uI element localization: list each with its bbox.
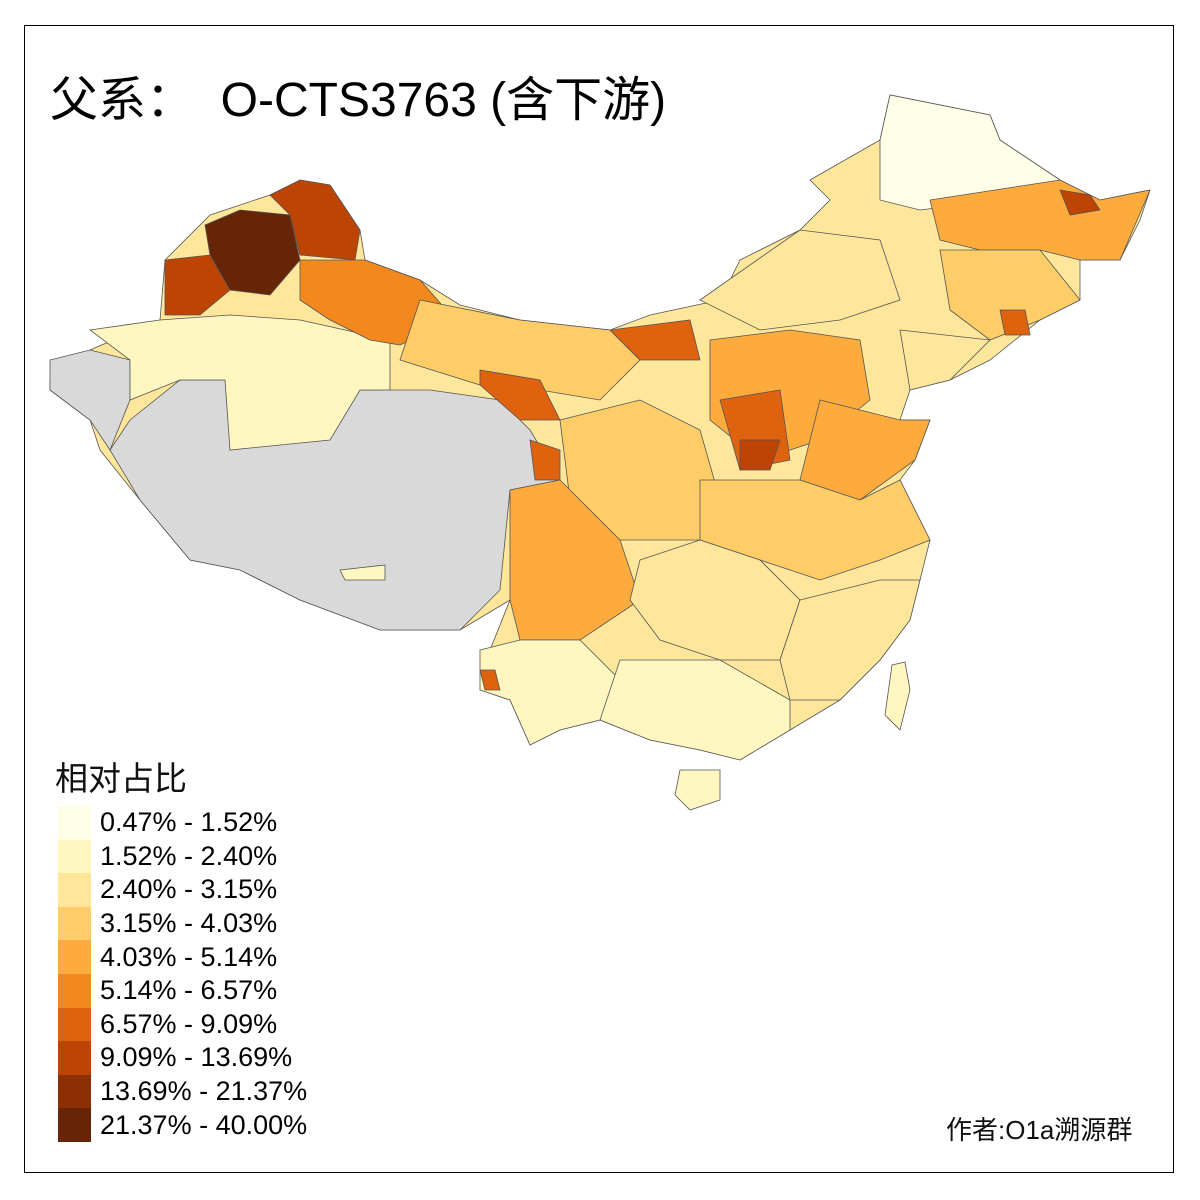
legend-label: 0.47% - 1.52%: [100, 807, 278, 838]
legend-item: 21.37% - 40.00%: [58, 1108, 307, 1142]
region-taiwan: [884, 661, 911, 731]
legend-label: 2.40% - 3.15%: [100, 874, 278, 905]
region-shandong: [799, 399, 931, 501]
region-gansu: [399, 299, 641, 401]
legend-swatch: [58, 873, 91, 907]
region-hegang: [1059, 189, 1101, 216]
legend-item: 0.47% - 1.52%: [58, 806, 307, 840]
region-guangxi-guangdong: [599, 659, 791, 761]
region-xinjiang-north: [204, 209, 301, 296]
author-credit: 作者:O1a溯源群: [946, 1115, 1133, 1145]
legend-label: 1.52% - 2.40%: [100, 840, 278, 871]
region-altay: [269, 179, 361, 261]
region-hexi: [479, 369, 561, 421]
legend-swatch: [58, 1041, 91, 1075]
region-no-data: [49, 349, 131, 451]
legend-swatch: [58, 1074, 91, 1109]
region-sichuan: [509, 479, 641, 641]
region-inner-mongolia: [699, 229, 901, 331]
region-yunnan: [479, 639, 621, 746]
region-southeast: [779, 579, 921, 701]
legend-item: 1.52% - 2.40%: [58, 839, 307, 874]
region-lhasa: [339, 564, 386, 581]
region-hainan: [674, 769, 721, 811]
legend-swatch: [58, 1007, 91, 1042]
legend-item: 9.09% - 13.69%: [58, 1041, 307, 1075]
region-dandong: [999, 309, 1031, 336]
legend-label: 9.09% - 13.69%: [100, 1042, 293, 1073]
legend-swatch: [58, 940, 91, 974]
legend-swatch: [58, 839, 91, 874]
legend-swatch: [58, 806, 91, 840]
region-xining: [529, 439, 561, 481]
legend: 0.47% - 1.52% 1.52% - 2.40% 2.40% - 3.15% 3…: [58, 806, 307, 1142]
region-jilin: [939, 249, 1081, 341]
legend-item: 3.15% - 4.03%: [58, 906, 307, 941]
region-hotspot: [739, 439, 781, 471]
map-title: 父系： O-CTS3763 (含下游): [50, 74, 667, 127]
map-frame: [24, 25, 1174, 1173]
region-dehong: [479, 669, 501, 691]
region-inner-mongolia-west: [609, 319, 701, 361]
legend-item: 5.14% - 6.57%: [58, 973, 307, 1008]
region-xinjiang-west: [164, 254, 231, 316]
region-heilongjiang: [929, 179, 1151, 261]
legend-item: 4.03% - 5.14%: [58, 940, 307, 974]
legend-swatch: [58, 1108, 91, 1142]
legend-swatch: [58, 973, 91, 1008]
region-liaoning: [899, 329, 991, 391]
legend-title: 相对占比: [55, 760, 187, 797]
legend-label: 3.15% - 4.03%: [100, 908, 278, 939]
legend-item: 2.40% - 3.15%: [58, 873, 307, 907]
legend-label: 5.14% - 6.57%: [100, 975, 278, 1006]
region-xinjiang-south: [88, 314, 391, 451]
legend-swatch: [58, 906, 91, 941]
legend-item: 6.57% - 9.09%: [58, 1007, 307, 1042]
legend-label: 6.57% - 9.09%: [100, 1008, 278, 1039]
legend-item: 13.69% - 21.37%: [58, 1074, 308, 1109]
legend-label: 4.03% - 5.14%: [100, 941, 278, 972]
legend-label: 21.37% - 40.00%: [100, 1109, 308, 1140]
legend-label: 13.69% - 21.37%: [100, 1076, 308, 1107]
